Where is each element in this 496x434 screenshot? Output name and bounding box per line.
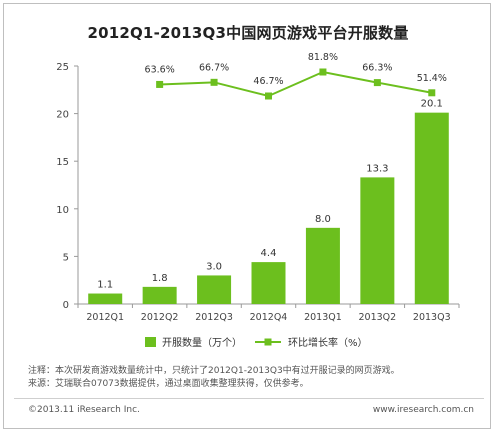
source-line: 来源：艾瑞联合07073数据提供，通过桌面收集整理获得，仅供参考。 <box>28 379 309 389</box>
x-tick-label: 2012Q1 <box>86 312 124 323</box>
growth-rate-line <box>159 70 432 98</box>
chart-title: 2012Q1-2013Q3中国网页游戏平台开服数量 <box>87 24 409 42</box>
y-tick-label: 5 <box>63 252 69 263</box>
x-tick-label: 2012Q3 <box>195 312 233 323</box>
bar <box>360 177 395 304</box>
bar <box>414 112 449 304</box>
x-tick-label: 2013Q3 <box>413 312 451 323</box>
bar-value-label: 20.1 <box>421 99 443 110</box>
growth-rate-label: 51.4% <box>417 73 447 84</box>
y-tick-label: 15 <box>56 157 69 168</box>
bar <box>142 286 177 304</box>
legend-line-label: 环比增长率（%） <box>288 336 368 349</box>
bar <box>197 275 232 304</box>
bar-value-label: 4.4 <box>261 248 277 259</box>
growth-rate-marker <box>265 92 272 100</box>
growth-rate-marker <box>319 68 327 76</box>
growth-rate-marker <box>428 89 436 97</box>
bar-value-label: 3.0 <box>206 261 222 272</box>
bar-value-label: 8.0 <box>315 214 331 225</box>
growth-rate-label: 81.8% <box>308 52 338 63</box>
bar-value-label: 13.3 <box>366 163 388 174</box>
growth-rate-marker <box>373 79 381 87</box>
bar <box>88 293 123 304</box>
y-tick-label: 20 <box>56 110 69 121</box>
growth-rate-marker <box>156 80 164 88</box>
growth-rate-label: 46.7% <box>253 76 283 87</box>
legend-bar-swatch <box>145 337 156 347</box>
footer-divider <box>14 398 484 399</box>
chart-frame <box>3 3 491 429</box>
bar-value-label: 1.8 <box>152 273 168 284</box>
bar-value-label: 1.1 <box>97 280 113 291</box>
bar <box>251 262 286 304</box>
x-tick-label: 2013Q1 <box>304 312 342 323</box>
y-tick-label: 10 <box>56 205 69 216</box>
chart-notes: 注释：本次研发商游戏数量统计中，只统计了2012Q1-2013Q3中有过开服记录… <box>28 365 400 391</box>
y-tick-label: 0 <box>63 300 69 311</box>
bar <box>305 227 340 304</box>
legend-bar-label: 开服数量（万个） <box>162 336 242 349</box>
growth-rate-label: 63.6% <box>145 64 175 75</box>
x-tick-label: 2012Q2 <box>141 312 179 323</box>
growth-rate-label: 66.7% <box>199 62 229 73</box>
website-link[interactable]: www.iresearch.com.cn <box>372 405 474 415</box>
note-line: 注释：本次研发商游戏数量统计中，只统计了2012Q1-2013Q3中有过开服记录… <box>28 366 400 376</box>
copyright-text: ©2013.11 iResearch Inc. <box>28 405 140 415</box>
growth-rate-marker <box>210 78 218 86</box>
y-tick-label: 25 <box>56 62 69 73</box>
x-tick-label: 2012Q4 <box>250 312 288 323</box>
legend-line-marker <box>264 338 272 346</box>
growth-rate-label: 66.3% <box>362 63 392 74</box>
x-tick-label: 2013Q2 <box>359 312 397 323</box>
